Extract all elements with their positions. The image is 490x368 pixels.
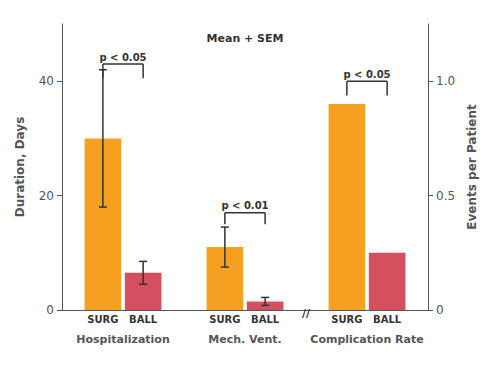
svg-text://: // [302,307,311,320]
svg-text:Mech. Vent.: Mech. Vent. [208,333,281,346]
svg-text:Hospitalization: Hospitalization [76,333,169,346]
svg-text:40: 40 [39,74,54,88]
svg-text:p < 0.01: p < 0.01 [221,200,268,211]
svg-text:1.0: 1.0 [436,74,455,88]
svg-text:0.5: 0.5 [436,189,455,203]
svg-text:Complication Rate: Complication Rate [310,333,423,346]
svg-text:SURG: SURG [331,314,362,325]
svg-text:SURG: SURG [87,314,118,325]
svg-text:SURG: SURG [209,314,240,325]
svg-text:p < 0.05: p < 0.05 [99,52,146,63]
svg-text:BALL: BALL [251,314,280,325]
svg-text:0: 0 [46,303,54,317]
svg-text:p < 0.05: p < 0.05 [343,69,390,80]
svg-text:0: 0 [436,303,444,317]
svg-text:BALL: BALL [373,314,402,325]
svg-text:BALL: BALL [129,314,158,325]
svg-text:Duration, Days: Duration, Days [13,117,27,218]
svg-text:Events per Patient: Events per Patient [465,104,479,230]
svg-text:Mean + SEM: Mean + SEM [207,32,284,45]
svg-text:20: 20 [39,189,54,203]
